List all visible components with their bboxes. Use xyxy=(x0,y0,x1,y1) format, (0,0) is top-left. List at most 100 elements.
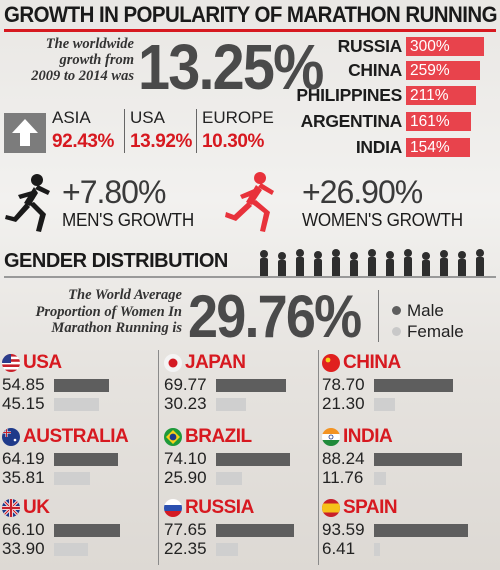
country-growth-bar xyxy=(406,61,480,80)
country-name: BRAZIL xyxy=(185,426,252,447)
male-value: 66.10 xyxy=(2,520,45,539)
male-bar xyxy=(216,453,290,466)
runners-crowd-icon xyxy=(252,248,496,283)
region-name: ASIA xyxy=(52,108,91,127)
male-dot-icon xyxy=(392,306,401,315)
male-value: 93.59 xyxy=(322,520,365,539)
country-growth-name: ARGENTINA xyxy=(300,111,403,131)
flag-icon xyxy=(322,428,340,446)
men-growth-label: MEN'S GROWTH xyxy=(62,210,194,230)
country-growth-value: 259% xyxy=(410,62,450,79)
flag-icon xyxy=(164,499,182,517)
country-card-china: CHINA 78.70 21.30 xyxy=(322,352,482,420)
average-intro-line: Marathon Running is xyxy=(51,320,182,336)
female-bar xyxy=(374,472,386,485)
country-name: USA xyxy=(23,352,62,373)
male-value: 74.10 xyxy=(164,449,207,468)
country-card-header: UK xyxy=(2,497,50,519)
female-value: 35.81 xyxy=(2,468,45,487)
country-growth-name: CHINA xyxy=(348,60,402,80)
country-card-russia: RUSSIA 77.65 22.35 xyxy=(164,497,324,565)
column-divider xyxy=(158,350,159,565)
country-card-india: INDIA 88.24 11.76 xyxy=(322,426,482,494)
legend-item-male: Male xyxy=(392,300,464,321)
average-women-value: 29.76% xyxy=(188,283,362,350)
flag-icon xyxy=(2,428,20,446)
legend-label: Male xyxy=(407,300,444,320)
growth-intro-line: 2009 to 2014 was xyxy=(31,68,134,84)
country-name: INDIA xyxy=(343,426,393,447)
region-value: 10.30% xyxy=(202,131,265,152)
female-value: 11.76 xyxy=(322,468,364,487)
region-europe: EUROPE 10.30% xyxy=(202,107,274,161)
flag-icon xyxy=(322,354,340,372)
female-bar xyxy=(216,543,238,556)
male-bar xyxy=(374,379,453,392)
female-value: 22.35 xyxy=(164,539,207,558)
country-name: JAPAN xyxy=(185,352,246,373)
chart-legend: Male Female xyxy=(392,300,464,342)
gender-section-title: GENDER DISTRIBUTION xyxy=(4,250,228,272)
average-intro-text: The World Average Proportion of Women In… xyxy=(12,287,182,337)
country-card-header: JAPAN xyxy=(164,352,246,374)
country-card-header: USA xyxy=(2,352,62,374)
country-growth-value: 161% xyxy=(410,113,450,130)
average-intro-line: The World Average xyxy=(68,287,182,303)
male-value: 77.65 xyxy=(164,520,207,539)
region-divider xyxy=(124,109,125,153)
female-bar xyxy=(54,543,88,556)
country-card-japan: JAPAN 69.77 30.23 xyxy=(164,352,324,420)
female-value: 6.41 xyxy=(322,539,356,558)
country-growth-bar xyxy=(406,138,470,157)
country-growth-row: ARGENTINA 161% xyxy=(282,111,496,132)
male-bar xyxy=(374,524,468,537)
page-title: GROWTH IN POPULARITY OF MARATHON RUNNING xyxy=(4,2,498,27)
male-bar xyxy=(374,453,462,466)
male-value: 78.70 xyxy=(322,375,365,394)
country-name: CHINA xyxy=(343,352,401,373)
female-value: 30.23 xyxy=(164,394,207,413)
region-usa: USA 13.92% xyxy=(130,107,192,161)
male-runner-icon xyxy=(4,173,58,240)
country-name: AUSTRALIA xyxy=(23,426,129,447)
country-growth-row: CHINA 259% xyxy=(282,60,496,81)
flag-icon xyxy=(164,354,182,372)
country-card-usa: USA 54.85 45.15 xyxy=(2,352,162,420)
column-divider xyxy=(318,350,319,565)
female-bar xyxy=(216,398,246,411)
country-growth-name: PHILIPPINES xyxy=(296,85,402,105)
country-growth-value: 300% xyxy=(410,38,450,55)
country-name: UK xyxy=(23,497,50,518)
female-bar xyxy=(54,398,99,411)
country-growth-value: 211% xyxy=(410,87,449,104)
country-card-australia: AUSTRALIA 64.19 35.81 xyxy=(2,426,162,494)
up-arrow-icon xyxy=(4,113,46,153)
men-growth-value: +7.80% xyxy=(62,174,166,210)
female-value: 25.90 xyxy=(164,468,207,487)
legend-label: Female xyxy=(407,321,464,341)
male-bar xyxy=(54,524,120,537)
country-card-header: SPAIN xyxy=(322,497,398,519)
country-name: SPAIN xyxy=(343,497,398,518)
country-growth-bar xyxy=(406,37,484,56)
male-bar xyxy=(216,524,294,537)
flag-icon xyxy=(164,428,182,446)
country-growth-row: INDIA 154% xyxy=(282,137,496,158)
male-bar xyxy=(216,379,286,392)
country-card-header: INDIA xyxy=(322,426,393,448)
male-value: 69.77 xyxy=(164,375,207,394)
country-card-header: BRAZIL xyxy=(164,426,252,448)
male-value: 54.85 xyxy=(2,375,45,394)
region-value: 92.43% xyxy=(52,131,115,152)
country-growth-row: PHILIPPINES 211% xyxy=(282,85,496,106)
male-bar xyxy=(54,453,118,466)
country-growth-name: RUSSIA xyxy=(337,36,403,56)
male-bar xyxy=(54,379,109,392)
growth-intro-line: The worldwide xyxy=(45,36,134,52)
country-card-spain: SPAIN 93.59 6.41 xyxy=(322,497,482,565)
region-name: EUROPE xyxy=(202,108,274,127)
country-growth-row: RUSSIA 300% xyxy=(282,36,496,57)
growth-intro-text: The worldwide growth from 2009 to 2014 w… xyxy=(6,36,134,84)
female-value: 33.90 xyxy=(2,539,45,558)
title-rule xyxy=(4,29,496,32)
